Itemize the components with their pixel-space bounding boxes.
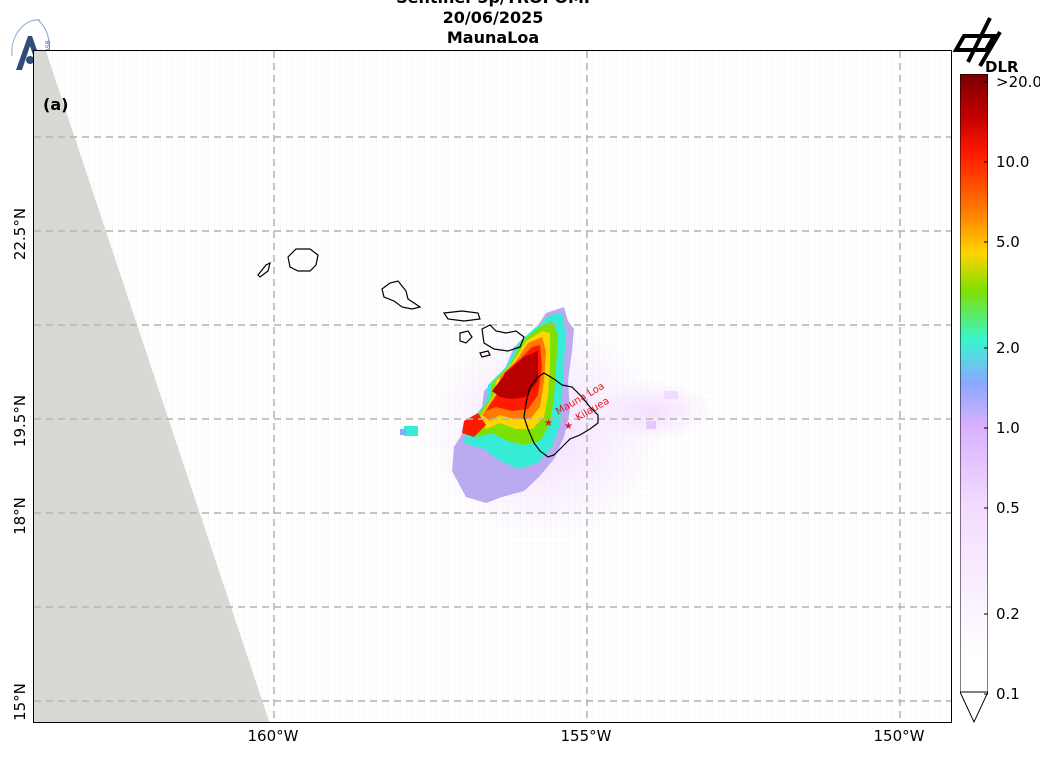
- colorbar-tick-0-5: 0.5: [996, 499, 1020, 517]
- niihau-island: [257, 261, 271, 278]
- kauai-island: [287, 248, 319, 272]
- mauna-loa-marker: ★: [544, 418, 553, 429]
- colorbar-tick-5: 5.0: [996, 233, 1020, 251]
- map-canvas: ★ ★ Mauna Loa Kilauea: [34, 51, 951, 722]
- lon-label-150w: 150°W: [873, 727, 925, 745]
- map-title: Sentinel-5p/TROPOMI 20/06/2025 MaunaLoa: [293, 0, 693, 48]
- lat-label-19-5n: 19.5°N: [11, 394, 29, 448]
- kahoolawe-island: [479, 350, 491, 358]
- title-date: 20/06/2025: [442, 8, 544, 27]
- graticule: [34, 51, 951, 722]
- lon-label-155w: 155°W: [560, 727, 612, 745]
- hawaii-coastlines: [257, 248, 599, 458]
- lat-label-15n: 15°N: [11, 683, 29, 721]
- colorbar: [960, 74, 988, 724]
- lat-label-18n: 18°N: [11, 497, 29, 535]
- dlr-logo-text: DLR: [985, 58, 1019, 76]
- maui-island: [481, 324, 525, 352]
- kilauea-marker: ★: [564, 421, 573, 432]
- title-location: MaunaLoa: [446, 28, 540, 47]
- colorbar-tick-10: 10.0: [996, 153, 1030, 171]
- title-instrument: Sentinel-5p/TROPOMI: [293, 0, 693, 8]
- oahu-island: [381, 280, 422, 310]
- molokai-island: [442, 310, 481, 322]
- colorbar-tick-1: 1.0: [996, 419, 1020, 437]
- colorbar-tick-2: 2.0: [996, 339, 1020, 357]
- map-area[interactable]: ★ ★ Mauna Loa Kilauea: [33, 50, 952, 723]
- lanai-island: [459, 330, 473, 344]
- no-data-region: [34, 51, 270, 722]
- colorbar-tick-20: >20.0: [996, 73, 1040, 91]
- big-island: [523, 372, 599, 458]
- dlr-logo: [952, 17, 1002, 68]
- colorbar-tick-0-1: 0.1: [996, 685, 1020, 703]
- lat-label-22-5n: 22.5°N: [11, 207, 29, 261]
- lon-label-160w: 160°W: [247, 727, 299, 745]
- panel-label: (a): [43, 95, 69, 114]
- colorbar-tick-0-2: 0.2: [996, 605, 1020, 623]
